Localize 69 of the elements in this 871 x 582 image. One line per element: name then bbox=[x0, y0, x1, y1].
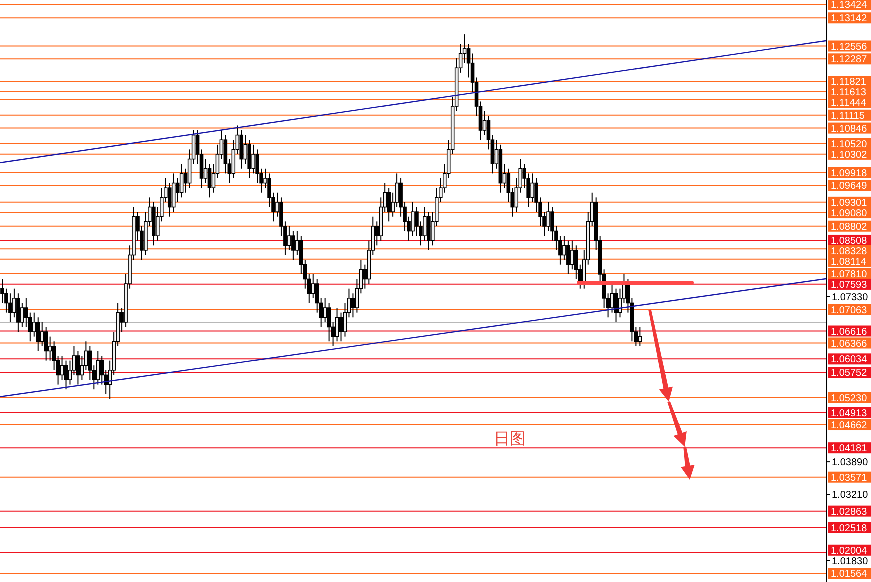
ref-line-label: 1.08802 bbox=[831, 222, 868, 233]
ref-line-label: 1.11613 bbox=[831, 88, 867, 99]
ref-line-label: 1.05230 bbox=[831, 393, 868, 404]
candlestick bbox=[208, 164, 212, 198]
candlestick bbox=[423, 206, 427, 242]
ref-line-label: 1.01564 bbox=[831, 569, 868, 580]
ref-line-label: 1.06616 bbox=[831, 326, 868, 338]
ref-line-label: 1.13424 bbox=[831, 0, 868, 12]
candlestick bbox=[36, 317, 40, 352]
annotation: 日图 bbox=[494, 429, 526, 448]
ref-line-label: 1.04181 bbox=[831, 444, 868, 455]
y-tick-label: 1.03210 bbox=[832, 490, 869, 502]
y-tick-label: 1.01830 bbox=[832, 556, 869, 568]
ref-line-label: 1.10302 bbox=[831, 150, 868, 161]
ref-line-label: 1.09649 bbox=[831, 181, 868, 192]
candlestick bbox=[64, 360, 68, 390]
candlestick bbox=[610, 284, 614, 314]
ref-line-label: 1.11821 bbox=[831, 77, 867, 88]
candlestick bbox=[530, 173, 534, 203]
candlestick bbox=[411, 202, 415, 237]
candlestick bbox=[76, 350, 80, 386]
candlestick bbox=[172, 173, 176, 213]
ref-line-label: 1.08328 bbox=[831, 246, 868, 258]
ref-line-label: 1.08508 bbox=[831, 236, 868, 247]
ref-line-label: 1.07063 bbox=[831, 305, 868, 316]
candlestick bbox=[638, 326, 642, 347]
ref-line-label: 1.12287 bbox=[831, 54, 868, 66]
ref-line-label: 1.04913 bbox=[831, 408, 868, 420]
y-tick-label: 1.03890 bbox=[832, 458, 869, 469]
candlestick bbox=[566, 240, 570, 275]
candlestick bbox=[427, 212, 431, 251]
candlestick bbox=[96, 350, 100, 386]
candlestick bbox=[16, 293, 20, 333]
candlestick bbox=[335, 308, 340, 342]
ref-line-label: 1.04662 bbox=[831, 420, 868, 432]
ref-line-label: 1.07593 bbox=[831, 280, 868, 291]
ref-line-label: 1.13142 bbox=[831, 14, 868, 25]
ref-line-label: 1.02004 bbox=[831, 546, 868, 557]
ref-line-label: 1.07810 bbox=[831, 269, 868, 280]
candlestick bbox=[8, 293, 12, 323]
candlestick bbox=[546, 202, 550, 232]
candlestick bbox=[570, 240, 574, 270]
ref-line-label: 1.02518 bbox=[831, 523, 868, 534]
ref-line-label: 1.11444 bbox=[831, 98, 867, 110]
ref-line-label: 1.09918 bbox=[831, 168, 868, 180]
ref-line-label: 1.08114 bbox=[831, 256, 867, 268]
candlestick bbox=[180, 164, 184, 198]
ref-line-label: 1.06034 bbox=[831, 354, 868, 366]
candlestick bbox=[168, 182, 172, 218]
candlestick bbox=[327, 302, 332, 342]
ref-line-label: 1.12556 bbox=[831, 42, 868, 53]
ref-line-label: 1.02863 bbox=[831, 506, 868, 518]
ref-line-label: 1.06366 bbox=[831, 338, 868, 350]
candlestick bbox=[288, 226, 292, 251]
ref-line-label: 1.11115 bbox=[831, 110, 866, 122]
ref-line-label: 1.10846 bbox=[831, 124, 868, 135]
ref-line-label: 1.09301 bbox=[831, 198, 868, 209]
candlestick bbox=[60, 356, 64, 381]
ref-line-label: 1.05752 bbox=[831, 368, 868, 380]
candlestick bbox=[248, 140, 252, 179]
y-tick-label: 1.07330 bbox=[832, 292, 869, 304]
candlestick bbox=[292, 230, 296, 261]
ref-line-label: 1.10520 bbox=[831, 139, 868, 150]
candlestick bbox=[252, 144, 256, 174]
ref-line-label: 1.09080 bbox=[831, 208, 868, 220]
ref-line-label: 1.03571 bbox=[831, 472, 868, 484]
candlestick bbox=[339, 312, 344, 342]
candlestick bbox=[387, 188, 391, 222]
candlestick bbox=[44, 326, 48, 362]
